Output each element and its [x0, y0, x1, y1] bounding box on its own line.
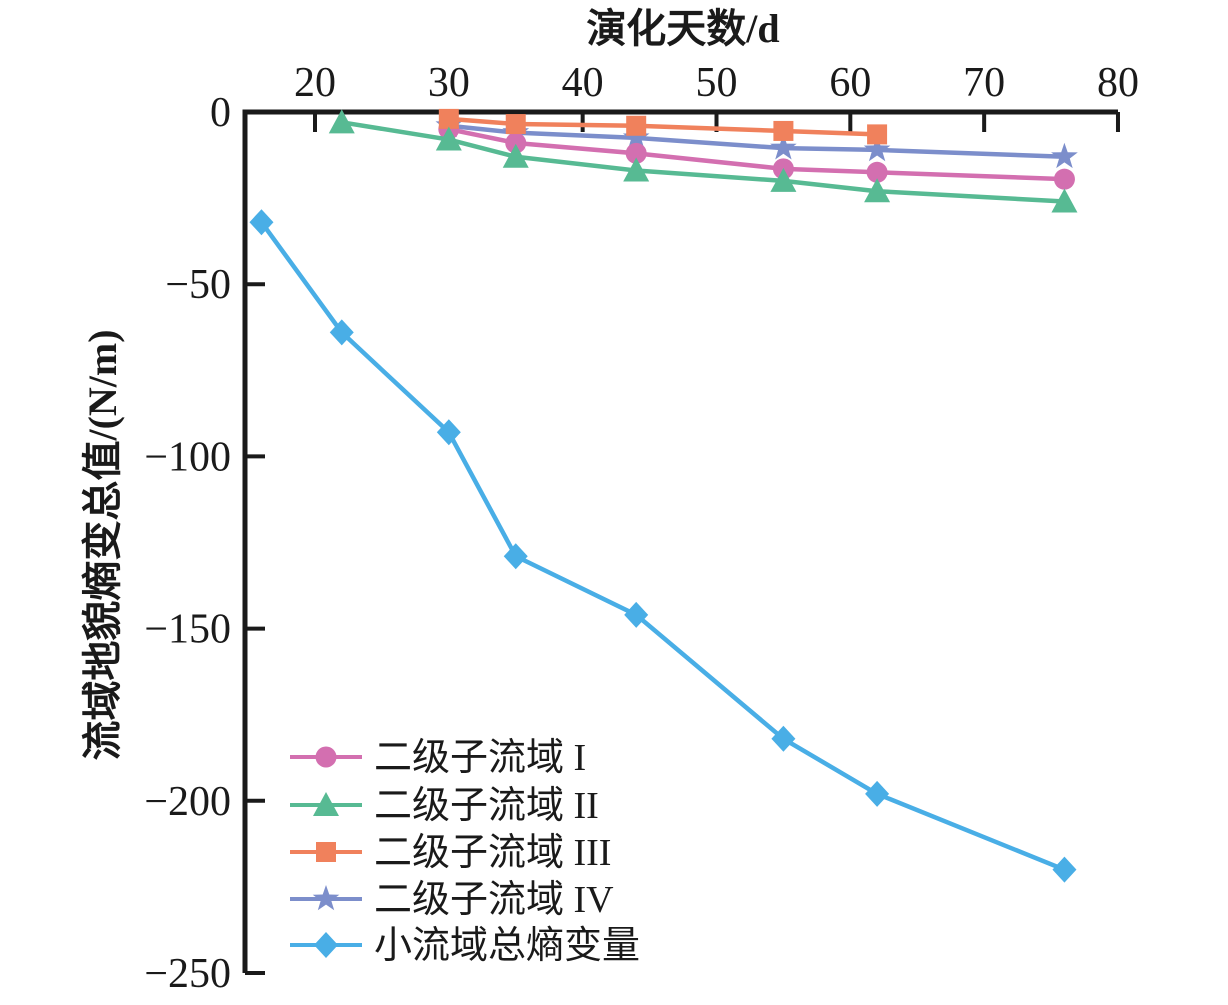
series-line-5	[259, 219, 1067, 872]
series-5-marker	[249, 209, 274, 236]
series-2-marker	[435, 126, 462, 151]
x-tick-label: 80	[1097, 60, 1139, 106]
legend-item: 二级子流域 IV	[290, 879, 614, 921]
x-tick-label: 50	[695, 60, 737, 106]
y-tick-label: −100	[144, 434, 231, 480]
series-3-marker	[773, 120, 794, 141]
legend-label: 二级子流域 III	[374, 832, 611, 874]
series-2-marker	[770, 167, 797, 192]
series-5-marker	[503, 543, 528, 570]
y-tick-label: −250	[144, 951, 231, 997]
series-line-4	[446, 123, 1067, 160]
series-1-marker	[505, 132, 527, 154]
legend-item: 小流域总熵变量	[290, 925, 640, 967]
series-3-marker	[626, 115, 647, 136]
legend-marker-diamond	[314, 932, 338, 958]
series-5-marker	[1052, 856, 1077, 883]
legend-marker-triangle	[313, 792, 339, 816]
series-2-marker	[328, 109, 355, 134]
series-4-marker	[770, 134, 797, 160]
y-tick-label: −50	[165, 262, 231, 308]
series-2-marker	[623, 157, 650, 182]
series-3-marker	[505, 114, 526, 135]
series-1-marker	[866, 161, 888, 183]
x-tick-label: 60	[829, 60, 871, 106]
series-5-marker	[329, 319, 354, 346]
series-2-marker	[1051, 188, 1078, 213]
series-4-marker	[863, 135, 891, 162]
chart-generated-content: 20 30 40 50 60 70 80 0 −50 −100 −150 −200 −250 二级子流域 …	[144, 60, 1139, 997]
x-tick-label: 30	[428, 60, 470, 106]
x-axis-title: 演化天数/d	[586, 6, 779, 51]
series-2-marker	[864, 178, 891, 203]
legend-item: 二级子流域 II	[290, 785, 599, 827]
y-tick-label: −150	[144, 607, 231, 653]
legend-label: 二级子流域 II	[374, 785, 599, 827]
series-5-marker	[624, 601, 649, 628]
series-1-marker	[625, 142, 647, 164]
series-5-marker	[865, 780, 890, 807]
series-4-marker	[1051, 142, 1078, 169]
legend-label: 二级子流域 I	[374, 737, 586, 779]
y-tick-label: −200	[144, 779, 231, 825]
legend-marker-circle	[315, 746, 337, 768]
legend-label: 小流域总熵变量	[374, 925, 640, 967]
series-2-marker	[502, 143, 529, 168]
series-1-marker	[1053, 168, 1075, 190]
series-5-marker	[771, 725, 796, 752]
series-3-marker	[867, 124, 888, 145]
legend-label: 二级子流域 IV	[374, 879, 614, 921]
x-tick-label: 20	[294, 60, 336, 106]
y-axis-title: 流域地貌熵变总值/(N/m)	[80, 329, 125, 760]
x-tick-label: 70	[963, 60, 1005, 106]
x-tick-label: 40	[562, 60, 604, 106]
series-5-marker	[436, 419, 461, 446]
legend-item: 二级子流域 III	[290, 832, 611, 874]
legend-marker-square	[316, 842, 336, 862]
series-3-marker	[438, 108, 459, 129]
series-4-marker	[622, 123, 650, 150]
series-line-1	[446, 126, 1067, 182]
legend-marker-star	[312, 885, 340, 911]
y-tick-label: 0	[210, 90, 231, 136]
